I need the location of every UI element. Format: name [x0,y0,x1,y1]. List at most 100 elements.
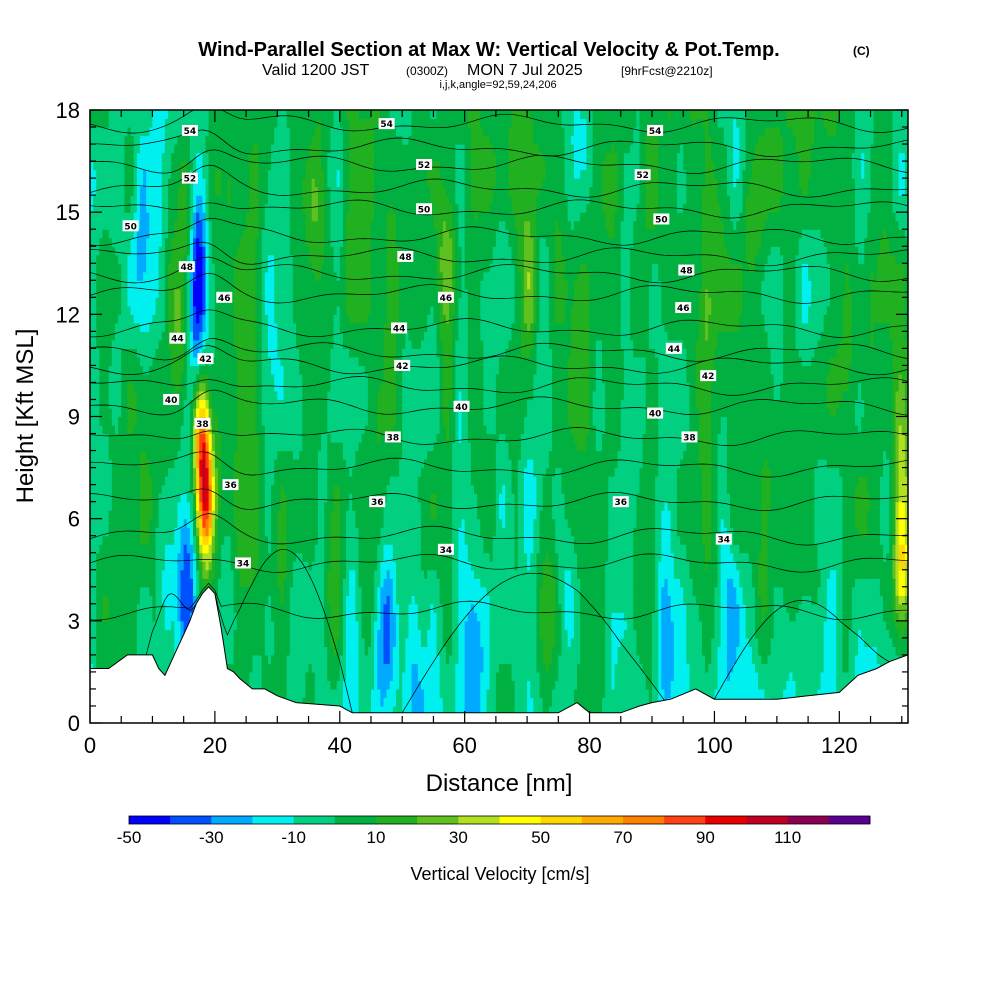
velocity-cell [211,390,216,401]
velocity-cell [180,305,185,315]
velocity-cell [218,229,222,239]
velocity-cell [199,527,203,537]
velocity-cell [196,305,200,315]
velocity-cell [114,416,119,426]
velocity-cell [93,425,97,435]
velocity-cell [214,331,219,341]
velocity-cell [127,263,132,273]
velocity-cell [155,595,160,605]
velocity-cell [102,348,107,358]
velocity-cell [127,552,132,562]
velocity-cell [183,595,188,605]
velocity-cell [136,603,141,613]
velocity-cell [105,646,110,656]
velocity-cell [202,110,207,120]
velocity-cell [199,127,203,137]
velocity-cell [155,416,160,426]
velocity-cell [164,348,169,358]
velocity-cell [171,407,175,418]
velocity-cell [93,399,97,409]
velocity-cell [230,561,235,571]
velocity-cell [146,144,150,154]
velocity-cell [205,459,210,469]
velocity-cell [143,331,147,341]
velocity-cell [196,552,200,562]
velocity-cell [121,425,125,435]
velocity-cell [227,390,232,401]
velocity-cell [105,476,110,486]
velocity-cell [99,195,104,205]
velocity-cell [161,339,166,349]
velocity-cell [161,254,166,264]
velocity-cell [130,195,135,205]
velocity-cell [102,484,107,494]
velocity-cell [177,527,182,537]
velocity-cell [186,356,191,367]
velocity-cell [121,322,125,332]
velocity-cell [146,288,150,298]
velocity-cell [221,578,225,588]
velocity-cell [202,535,207,545]
velocity-cell [199,348,203,358]
velocity-cell [174,169,179,179]
velocity-cell [174,484,179,494]
velocity-cell [177,518,182,528]
velocity-cell [108,637,113,647]
velocity-cell [133,203,138,213]
velocity-cell [146,203,150,213]
velocity-cell [139,510,144,520]
velocity-cell [124,280,129,290]
velocity-cell [99,382,104,392]
velocity-cell [139,229,144,239]
velocity-cell [189,237,194,247]
velocity-cell [99,254,104,264]
velocity-cell [111,314,116,324]
velocity-cell [133,527,138,537]
velocity-cell [189,518,194,528]
velocity-cell [202,288,207,298]
velocity-cell [224,271,228,281]
velocity-cell [227,220,232,230]
velocity-cell [136,399,141,409]
velocity-cell [130,544,135,554]
velocity-cell [124,518,129,528]
velocity-cell [168,467,172,477]
velocity-cell [211,586,216,596]
velocity-cell [96,510,100,520]
velocity-cell [224,331,228,341]
velocity-cell [230,322,235,332]
velocity-cell [146,612,150,622]
velocity-cell [114,603,119,613]
velocity-cell [127,297,132,307]
velocity-cell [227,612,232,622]
velocity-cell [205,152,210,162]
velocity-cell [133,382,138,392]
velocity-cell [152,629,157,639]
velocity-cell [168,229,172,239]
velocity-cell [96,246,100,256]
velocity-cell [93,501,97,511]
velocity-cell [171,127,175,137]
velocity-cell [224,425,228,435]
velocity-cell [143,382,147,392]
velocity-cell [93,339,97,349]
velocity-cell [130,373,135,384]
velocity-cell [161,314,166,324]
velocity-cell [136,586,141,596]
velocity-cell [161,518,166,528]
velocity-cell [183,578,188,588]
velocity-cell [146,186,150,196]
velocity-cell [177,629,182,639]
velocity-cell [199,110,203,120]
velocity-cell [139,578,144,588]
velocity-cell [227,161,232,171]
velocity-cell [99,314,104,324]
velocity-cell [96,297,100,307]
velocity-cell [208,186,213,196]
velocity-cell [105,416,110,426]
velocity-cell [105,433,110,443]
velocity-cell [130,518,135,528]
velocity-cell [124,212,129,222]
velocity-cell [102,118,107,128]
velocity-cell [174,518,179,528]
